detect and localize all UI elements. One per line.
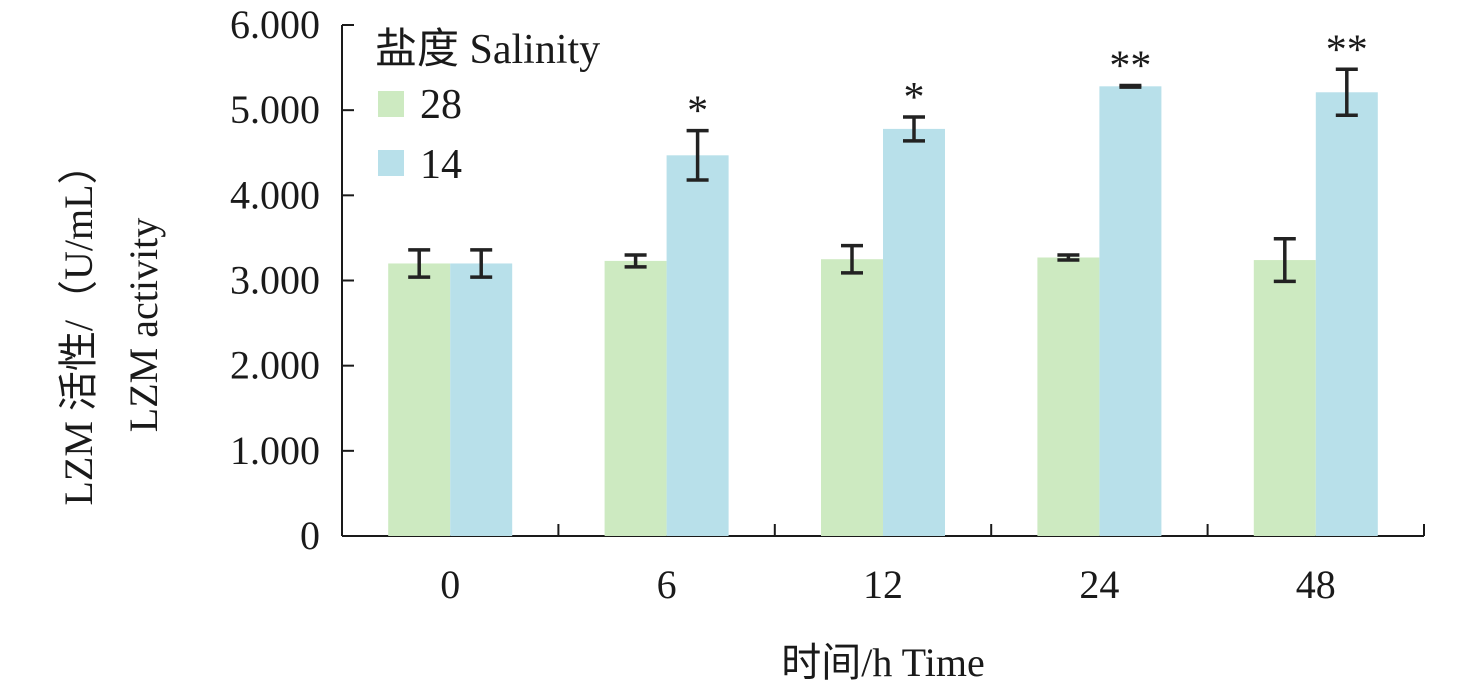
error-bar-28-12 bbox=[841, 243, 863, 275]
error-bar-28-6 bbox=[624, 253, 647, 269]
y-tick-label: 3.000 bbox=[230, 258, 320, 303]
error-bar-28-0 bbox=[408, 248, 431, 279]
legend-swatch-28 bbox=[378, 91, 404, 117]
error-bar-14-24 bbox=[1119, 83, 1142, 89]
bar-28-24 bbox=[1037, 257, 1100, 536]
significance-marks: * *** ** bbox=[687, 27, 1368, 134]
x-tick-label: 48 bbox=[1296, 562, 1336, 607]
y-tick-label: 1.000 bbox=[230, 428, 320, 473]
y-tick-label: 2.000 bbox=[230, 343, 320, 388]
y-tick-label: 6.000 bbox=[230, 2, 320, 47]
x-tick-label: 6 bbox=[657, 562, 677, 607]
bar-28-12 bbox=[821, 259, 883, 536]
y-axis-label-line1: LZM 活性/（U/mL） bbox=[56, 144, 101, 505]
y-tick-label: 4.000 bbox=[230, 172, 320, 217]
bar-14-48 bbox=[1315, 92, 1378, 536]
y-axis-label-line1-group: LZM 活性/（U/mL） bbox=[56, 144, 101, 505]
bar-14-12 bbox=[883, 128, 945, 537]
x-tick-label: 24 bbox=[1079, 562, 1119, 607]
error-bar-14-48 bbox=[1335, 67, 1358, 118]
error-bar-28-24 bbox=[1057, 253, 1080, 262]
x-ticks: 0 6 12 24 48 bbox=[341, 524, 1425, 607]
y-ticks: 0 1.000 2.000 3.000 4.000 5.000 6.000 bbox=[230, 2, 354, 558]
bar-14-0 bbox=[450, 263, 513, 536]
bars bbox=[388, 86, 1378, 537]
bar-14-24 bbox=[1099, 86, 1162, 536]
legend-swatch-14 bbox=[378, 150, 404, 176]
bar-28-0 bbox=[388, 263, 451, 536]
y-tick-label: 5.000 bbox=[230, 87, 320, 132]
error-bar-14-0 bbox=[470, 248, 493, 279]
x-tick-label: 0 bbox=[440, 562, 460, 607]
y-axis-label-line2-group: LZM activity bbox=[121, 218, 166, 432]
significance-mark-24: ** bbox=[1109, 43, 1151, 89]
bar-28-6 bbox=[604, 260, 667, 536]
legend: 盐度 Salinity 28 14 bbox=[375, 27, 600, 188]
bar-14-6 bbox=[666, 155, 729, 536]
x-tick-label: 12 bbox=[863, 562, 903, 607]
error-bar-28-48 bbox=[1273, 237, 1296, 284]
legend-label-28: 28 bbox=[420, 82, 462, 128]
error-bar-14-6 bbox=[686, 128, 709, 182]
error-bars bbox=[408, 67, 1358, 284]
legend-label-14: 14 bbox=[420, 142, 462, 188]
y-tick-label: 0 bbox=[300, 513, 320, 558]
legend-title: 盐度 Salinity bbox=[375, 27, 600, 73]
bar-28-48 bbox=[1253, 260, 1316, 536]
significance-mark-12: * bbox=[904, 75, 925, 121]
y-axis-label-line2: LZM activity bbox=[121, 218, 166, 432]
significance-mark-48: ** bbox=[1326, 27, 1368, 73]
error-bar-14-12 bbox=[903, 115, 925, 143]
x-axis-label: 时间/h Time bbox=[781, 640, 984, 685]
significance-mark-6: * bbox=[687, 89, 708, 135]
